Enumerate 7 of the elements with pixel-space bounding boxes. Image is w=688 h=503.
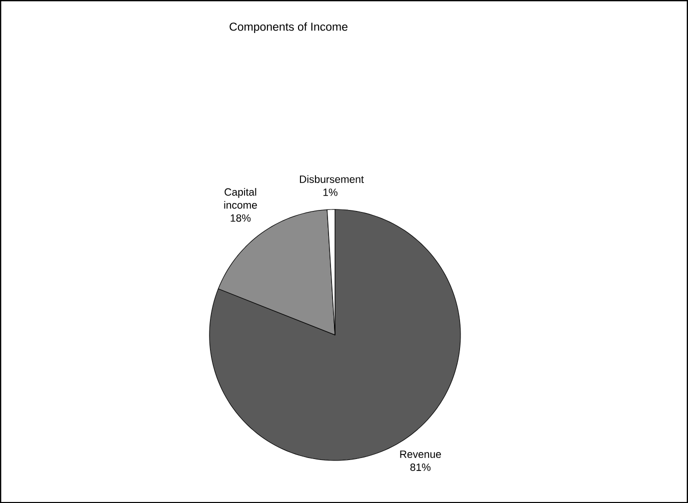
slice-label: Disbursement: [300, 175, 364, 183]
data-label: 18%: [230, 214, 251, 222]
data-label: 81%: [410, 463, 431, 471]
data-label: 1%: [323, 188, 338, 196]
slice-label: Revenue: [400, 450, 441, 458]
chart-title: Components of Income: [230, 22, 348, 33]
slice-label: Capital income: [224, 188, 257, 209]
